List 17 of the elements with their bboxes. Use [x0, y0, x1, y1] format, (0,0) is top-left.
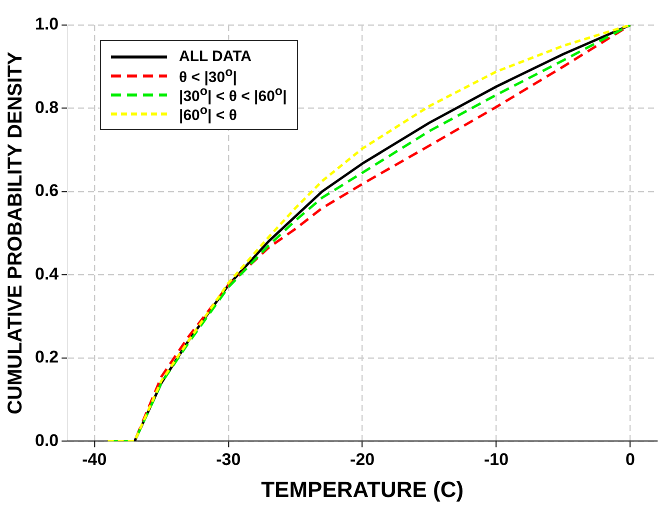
y-tick-label: 0.8: [34, 98, 59, 117]
x-tick-label: 0: [625, 450, 635, 470]
x-tick-label: -20: [350, 450, 375, 470]
y-tick-label: 1.0: [34, 14, 59, 34]
legend-label: θ < |30$^{o}$|: [179, 65, 237, 86]
legend-label: ALL DATA: [179, 48, 252, 65]
x-tick-label: -10: [484, 450, 509, 470]
y-tick-label: 0.6: [34, 181, 59, 200]
y-tick-label: 0.0: [34, 430, 59, 450]
y-tick-label: 0.4: [34, 264, 60, 284]
x-tick-label: -40: [82, 450, 107, 470]
legend-label: |30$^{o}$| < θ < |60$^{o}$|: [179, 84, 287, 105]
legend-label: |60$^{o}$| < θ: [179, 103, 237, 124]
x-axis-title: TEMPERATURE (C): [261, 476, 464, 502]
y-tick-label: 0.2: [34, 348, 59, 367]
x-tick-label: -30: [216, 450, 241, 470]
y-axis-title: CUMULATIVE PROBABILITY DENSITY: [4, 51, 27, 414]
